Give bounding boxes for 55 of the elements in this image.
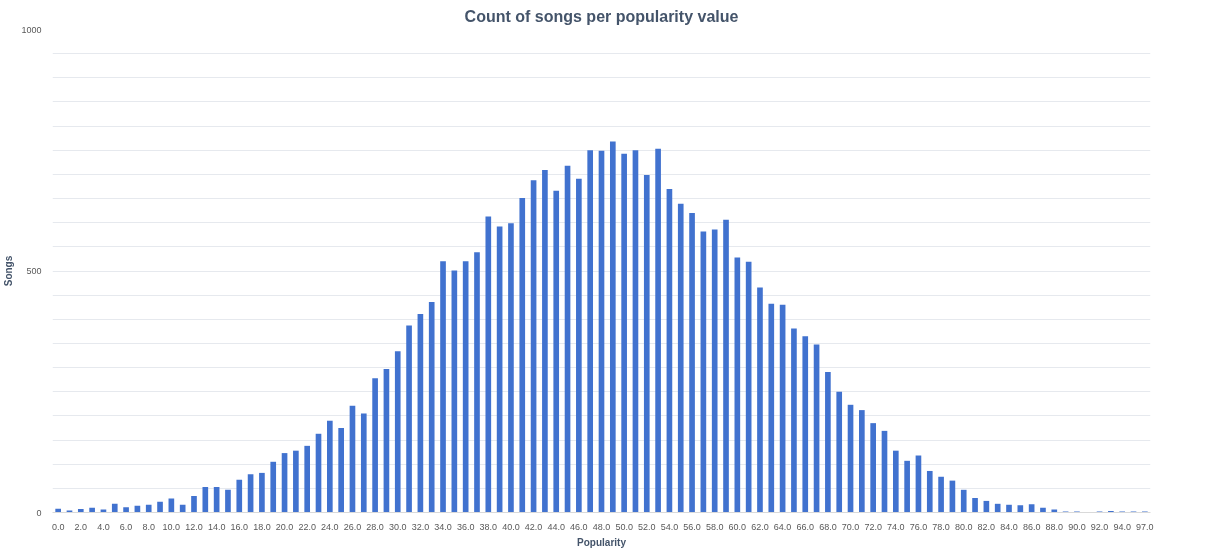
x-tick-label: 50.0: [615, 521, 633, 532]
x-tick-label: 14.0: [207, 521, 226, 532]
x-tick-label: 72.0: [864, 521, 882, 532]
y-axis-title: Songs: [3, 255, 15, 287]
x-tick-label: 0.0: [51, 521, 65, 532]
x-tick-label: 80.0: [954, 521, 973, 532]
x-tick-label: 6.0: [119, 521, 133, 532]
x-tick-label: 24.0: [321, 521, 339, 532]
x-tick-label: 36.0: [456, 521, 475, 532]
x-tick-label: 66.0: [796, 521, 815, 532]
x-tick-label: 38.0: [479, 521, 498, 532]
x-tick-label: 32.0: [411, 521, 430, 532]
x-tick-label: 78.0: [932, 521, 950, 532]
x-tick-label: 48.0: [592, 521, 611, 532]
x-tick-label: 74.0: [887, 521, 905, 532]
x-tick-label: 54.0: [660, 521, 679, 532]
x-tick-label: 18.0: [253, 521, 271, 532]
x-tick-label: 16.0: [230, 521, 249, 532]
x-tick-label: 58.0: [705, 521, 724, 532]
x-tick-label: 34.0: [434, 521, 452, 532]
x-tick-label: 64.0: [773, 521, 792, 532]
x-tick-label: 4.0: [97, 521, 110, 532]
y-tick-label: 500: [26, 266, 42, 276]
x-tick-label: 30.0: [388, 521, 407, 532]
x-tick-label: 90.0: [1068, 521, 1086, 532]
x-tick-label: 92.0: [1090, 521, 1109, 532]
x-tick-label: 52.0: [638, 521, 656, 532]
x-tick-label: 12.0: [185, 521, 203, 532]
x-tick-label: 62.0: [751, 521, 769, 532]
x-axis-title: Popularity: [577, 536, 627, 548]
x-tick-label: 56.0: [683, 521, 701, 532]
x-tick-label: 94.0: [1113, 521, 1131, 532]
x-tick-label: 8.0: [142, 521, 155, 532]
y-tick-label: 1000: [21, 24, 42, 35]
x-tick-label: 86.0: [1022, 521, 1041, 532]
x-tick-label: 28.0: [366, 521, 384, 532]
y-tick-label: 0: [36, 507, 42, 518]
x-tick-label: 26.0: [343, 521, 362, 532]
x-tick-label: 20.0: [275, 521, 294, 532]
x-tick-label: 97.0: [1136, 521, 1154, 532]
chart-title: Count of songs per popularity value: [464, 7, 739, 25]
x-tick-label: 82.0: [977, 521, 996, 532]
x-tick-label: 68.0: [819, 521, 837, 532]
x-tick-label: 2.0: [74, 521, 88, 532]
x-tick-label: 40.0: [502, 521, 520, 532]
x-tick-label: 10.0: [162, 521, 181, 532]
x-tick-label: 88.0: [1045, 521, 1064, 532]
x-tick-label: 60.0: [728, 521, 747, 532]
x-tick-label: 46.0: [570, 521, 588, 532]
x-tick-label: 76.0: [909, 521, 928, 532]
x-tick-label: 22.0: [298, 521, 316, 532]
x-tick-label: 70.0: [841, 521, 860, 532]
x-tick-label: 44.0: [547, 521, 565, 532]
x-tick-label: 42.0: [524, 521, 543, 532]
x-tick-label: 84.0: [1000, 521, 1018, 532]
